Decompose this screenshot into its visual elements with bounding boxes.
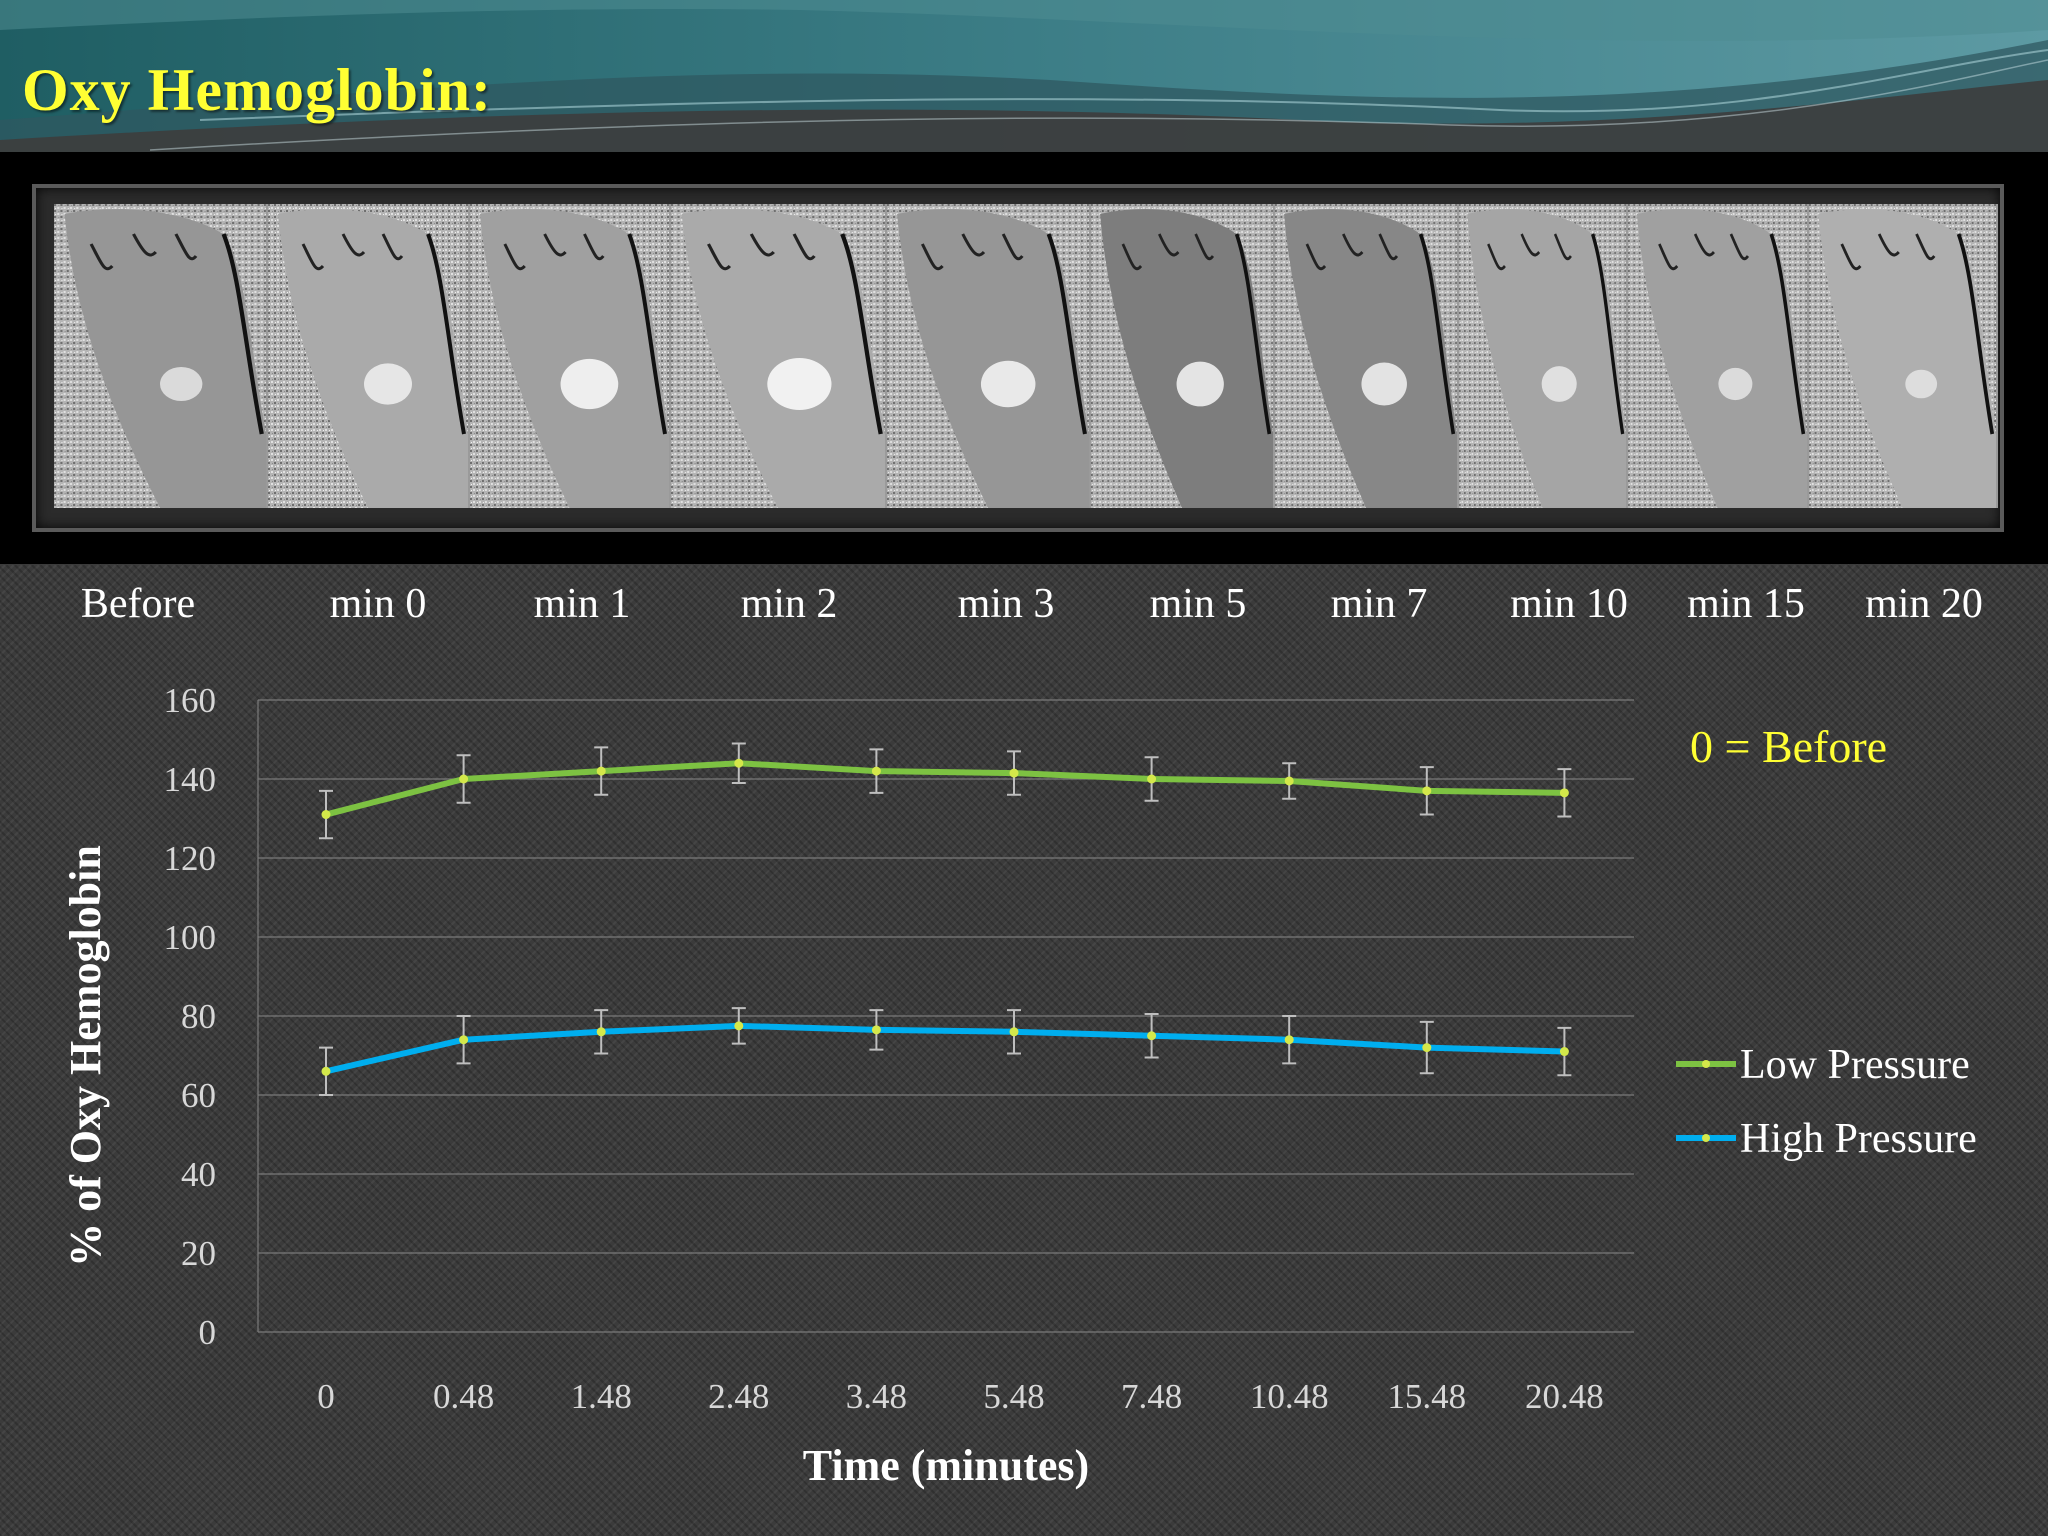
y-tick-label: 60 (181, 1076, 216, 1115)
x-axis-ticks: 0 0.48 1.48 2.48 3.48 5.48 7.48 10.48 15.48 20.48 (317, 1377, 1604, 1416)
x-tick-label: 10.48 (1250, 1377, 1329, 1416)
y-tick-label: 0 (199, 1313, 217, 1352)
x-tick-label: 3.48 (846, 1377, 907, 1416)
foot-image (1628, 204, 1807, 508)
foot-image (1809, 204, 1996, 508)
data-point (459, 1035, 469, 1045)
data-point (596, 1027, 606, 1037)
chart-series (319, 742, 1572, 1096)
y-tick-label: 140 (164, 760, 217, 799)
data-point (1147, 774, 1157, 784)
legend-marker (1702, 1134, 1710, 1142)
timepoint-label: min 7 (1330, 581, 1428, 627)
foot-image (671, 204, 885, 508)
timepoint-label: min 1 (533, 581, 631, 627)
timepoint-label: min 0 (329, 581, 427, 627)
series-line (323, 1022, 1568, 1075)
series-high-pressure (319, 1007, 1572, 1096)
oxy-hemoglobin-chart: 0 20 40 60 80 100 120 140 160 0 0.48 1.48 2.48 3.48 5… (61, 681, 1977, 1490)
x-tick-label: 1.48 (571, 1377, 632, 1416)
series-line (323, 760, 1568, 818)
data-point (596, 766, 606, 776)
data-point (1284, 1035, 1294, 1045)
timepoint-label: min 15 (1687, 581, 1805, 627)
foot-image (54, 204, 266, 508)
y-tick-label: 120 (164, 839, 217, 878)
timepoint-label: min 20 (1865, 581, 1983, 627)
data-point (734, 758, 744, 768)
before-note: 0 = Before (1690, 721, 1887, 772)
foot-image-frame (470, 204, 671, 508)
x-tick-label: 5.48 (983, 1377, 1044, 1416)
data-point (1009, 768, 1019, 778)
foot-image-frame (268, 204, 470, 508)
foot-image-frame (1275, 204, 1459, 508)
banner-background (0, 0, 2048, 152)
data-point (1422, 1043, 1432, 1053)
foot-image (1275, 204, 1457, 508)
foot-image-frame (54, 204, 268, 508)
foot-image-filmstrip (32, 184, 2004, 532)
foot-image (1459, 204, 1626, 508)
foot-image (1091, 204, 1273, 508)
data-point (321, 1066, 331, 1076)
y-axis-title: % of Oxy Hemoglobin (61, 845, 110, 1267)
y-tick-label: 100 (164, 918, 217, 957)
title-banner: Oxy Hemoglobin: (0, 0, 2048, 152)
x-tick-label: 20.48 (1525, 1377, 1604, 1416)
timepoint-labels: Before min 0 min 1 min 2 min 3 min 5 min 7 min … (0, 580, 2048, 640)
timepoint-label: min 2 (740, 581, 838, 627)
foot-image-frame (671, 204, 887, 508)
data-point (1559, 788, 1569, 798)
data-point (871, 1025, 881, 1035)
chart-legend: Low Pressure High Pressure (1676, 1042, 1977, 1162)
x-tick-label: 0.48 (433, 1377, 494, 1416)
slide-title: Oxy Hemoglobin: (22, 57, 493, 123)
data-point (459, 774, 469, 784)
y-tick-label: 20 (181, 1234, 216, 1273)
y-tick-label: 80 (181, 997, 216, 1036)
foot-image-frame (887, 204, 1091, 508)
y-axis-ticks: 0 20 40 60 80 100 120 140 160 (164, 681, 217, 1352)
data-point (1559, 1047, 1569, 1057)
foot-image-frame (1459, 204, 1628, 508)
foot-image-frame (1628, 204, 1809, 508)
x-tick-label: 2.48 (708, 1377, 769, 1416)
data-point (1422, 786, 1432, 796)
x-axis-title: Time (minutes) (803, 1441, 1089, 1490)
foot-image (470, 204, 669, 508)
data-point (1147, 1031, 1157, 1041)
x-tick-label: 7.48 (1121, 1377, 1182, 1416)
foot-image (268, 204, 468, 508)
timepoint-label: min 5 (1149, 581, 1247, 627)
foot-image (887, 204, 1089, 508)
series-low-pressure (319, 742, 1572, 840)
foot-image-frame (1091, 204, 1275, 508)
foot-image-frame (1809, 204, 1998, 508)
legend-label: High Pressure (1740, 1116, 1977, 1162)
data-point (734, 1021, 744, 1031)
legend-marker (1702, 1060, 1710, 1068)
legend-label: Low Pressure (1740, 1042, 1970, 1088)
x-tick-label: 0 (317, 1377, 335, 1416)
data-point (1009, 1027, 1019, 1037)
data-point (1284, 776, 1294, 786)
x-tick-label: 15.48 (1387, 1377, 1466, 1416)
timepoint-label: min 10 (1510, 581, 1628, 627)
data-point (321, 810, 331, 820)
timepoint-label: Before (80, 581, 196, 627)
y-tick-label: 160 (164, 681, 217, 720)
image-strip-band (0, 152, 2048, 564)
data-point (871, 766, 881, 776)
timepoint-label: min 3 (957, 581, 1055, 627)
y-tick-label: 40 (181, 1155, 216, 1194)
